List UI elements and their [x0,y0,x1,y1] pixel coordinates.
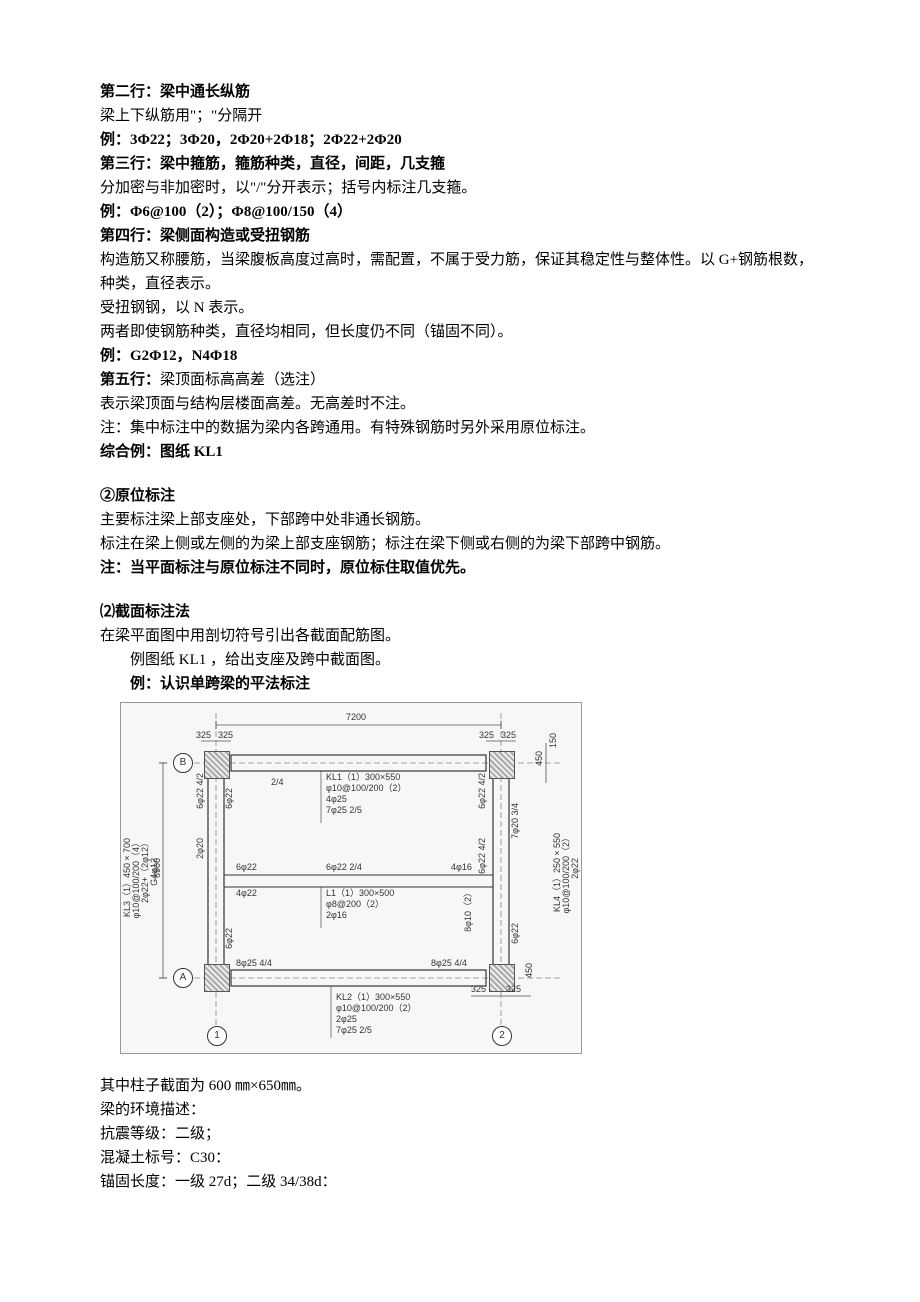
kl2-l4: 7φ25 2/5 [336,1026,372,1036]
yw-title: ②原位标注 [100,484,820,508]
l1-l2: φ8@200（2） [326,900,384,910]
l1-l3: 2φ16 [326,911,347,921]
dim-b2: 325 [506,985,521,995]
kl1-left: 6φ22 4/2 [196,773,206,809]
col-BL [204,964,230,992]
col-TL [204,751,230,779]
yw-note: 注：当平面标注与原位标注不同时，原位标住取值优先。 [100,556,820,580]
kl1-right: 6φ22 4/2 [478,773,488,809]
footer1: 其中柱子截面为 600 ㎜×650㎜。 [100,1074,820,1098]
line3-title: 第三行：梁中箍筋，箍筋种类，直径，间距，几支箍 [100,152,820,176]
line3-body: 分加密与非加密时，以"/"分开表示；括号内标注几支箍。 [100,176,820,200]
l1-l1: L1（1）300×500 [326,889,394,899]
footer2: 梁的环境描述： [100,1098,820,1122]
footer3: 抗震等级：二级； [100,1122,820,1146]
line4-body1: 构造筋又称腰筋，当梁腹板高度过高时，需配置，不属于受力筋，保证其稳定性与整体性。… [100,248,820,296]
line4-title: 第四行：梁侧面构造或受扭钢筋 [100,224,820,248]
kl1-l1: KL1（1）300×550 [326,773,400,783]
kl2-right: 8φ25 4/4 [431,959,467,969]
line2-example: 例：3Φ22；3Φ20，2Φ20+2Φ18；2Φ22+2Φ20 [100,128,820,152]
yw-body1: 主要标注梁上部支座处，下部跨中处非通长钢筋。 [100,508,820,532]
kl3-bot: 6φ22 [225,928,235,949]
dim-tl2: 325 [218,731,233,741]
line5-title: 第五行：梁顶面标高高差（选注） [100,368,820,392]
line5-body2: 注：集中标注中的数据为梁内各跨通用。有特殊钢筋时另外采用原位标注。 [100,416,820,440]
line4-body2: 受扭钢钢，以 N 表示。 [100,296,820,320]
kl2-l2: φ10@100/200（2） [336,1004,417,1014]
jm-title: ⑵截面标注法 [100,600,820,624]
kl4-bot: 6φ22 [511,923,521,944]
dim-right2: 150 [549,733,559,748]
dim-tr2: 325 [501,731,516,741]
line5-body1: 表示梁顶面与结构层楼面高差。无高差时不注。 [100,392,820,416]
footer5: 锚固长度：一级 27d；二级 34/38d： [100,1170,820,1194]
l1-right-top: 4φ16 [451,863,472,873]
jm-body3: 例：认识单跨梁的平法标注 [100,672,820,696]
footer4: 混凝土标号：C30： [100,1146,820,1170]
axis-B: B [173,753,193,773]
kl4-top: 7φ20 3/4 [511,803,521,839]
kl1-l4: 7φ25 2/5 [326,806,362,816]
col-TR [489,751,515,779]
kl3-l4: G4φ12 [150,858,160,886]
axis-2: 2 [492,1026,512,1046]
dim-tl1: 325 [196,731,211,741]
jm-body1: 在梁平面图中用剖切符号引出各截面配筋图。 [100,624,820,648]
l1-left-mid: 2φ20 [196,838,206,859]
l1-left-top: 6φ22 [236,863,257,873]
jm-body2: 例图纸 KL1 ，给出支座及跨中截面图。 [100,648,820,672]
line3-example: 例：Φ6@100（2）；Φ8@100/150（4） [100,200,820,224]
line5-example: 综合例：图纸 KL1 [100,440,820,464]
kl2-l3: 2φ25 [336,1015,357,1025]
line4-example: 例：G2Φ12，N4Φ18 [100,344,820,368]
kl2-left: 8φ25 4/4 [236,959,272,969]
l1-right-side: 8φ10（2） [464,888,474,932]
l1-right-side2: 6φ22 4/2 [478,838,488,874]
yw-body2: 标注在梁上侧或左侧的为梁上部支座钢筋；标注在梁下侧或右侧的为梁下部跨中钢筋。 [100,532,820,556]
kl1-l3: 4φ25 [326,795,347,805]
l1-left-bot: 4φ22 [236,889,257,899]
line4-body3: 两者即使钢筋种类，直径均相同，但长度仍不同（锚固不同）。 [100,320,820,344]
kl1-left2: 2/4 [271,778,284,788]
dim-right: 450 [535,751,545,766]
dim-b1: 325 [471,985,486,995]
axis-1: 1 [207,1026,227,1046]
line2-title: 第二行：梁中通长纵筋 [100,80,820,104]
dim-tr1: 325 [479,731,494,741]
l1-top: 6φ22 2/4 [326,863,362,873]
kl4-l3: 2φ22 [571,858,581,879]
dim-top: 7200 [346,713,366,723]
beam-plan-diagram: B A 1 2 7200 325 325 325 325 450 150 690… [120,702,582,1054]
kl3-top: 6φ22 [225,788,235,809]
kl1-l2: φ10@100/200（2） [326,784,407,794]
kl2-l1: KL2（1）300×550 [336,993,410,1003]
axis-A: A [173,968,193,988]
line2-body: 梁上下纵筋用"；"分隔开 [100,104,820,128]
dim-b3: 450 [525,963,535,978]
